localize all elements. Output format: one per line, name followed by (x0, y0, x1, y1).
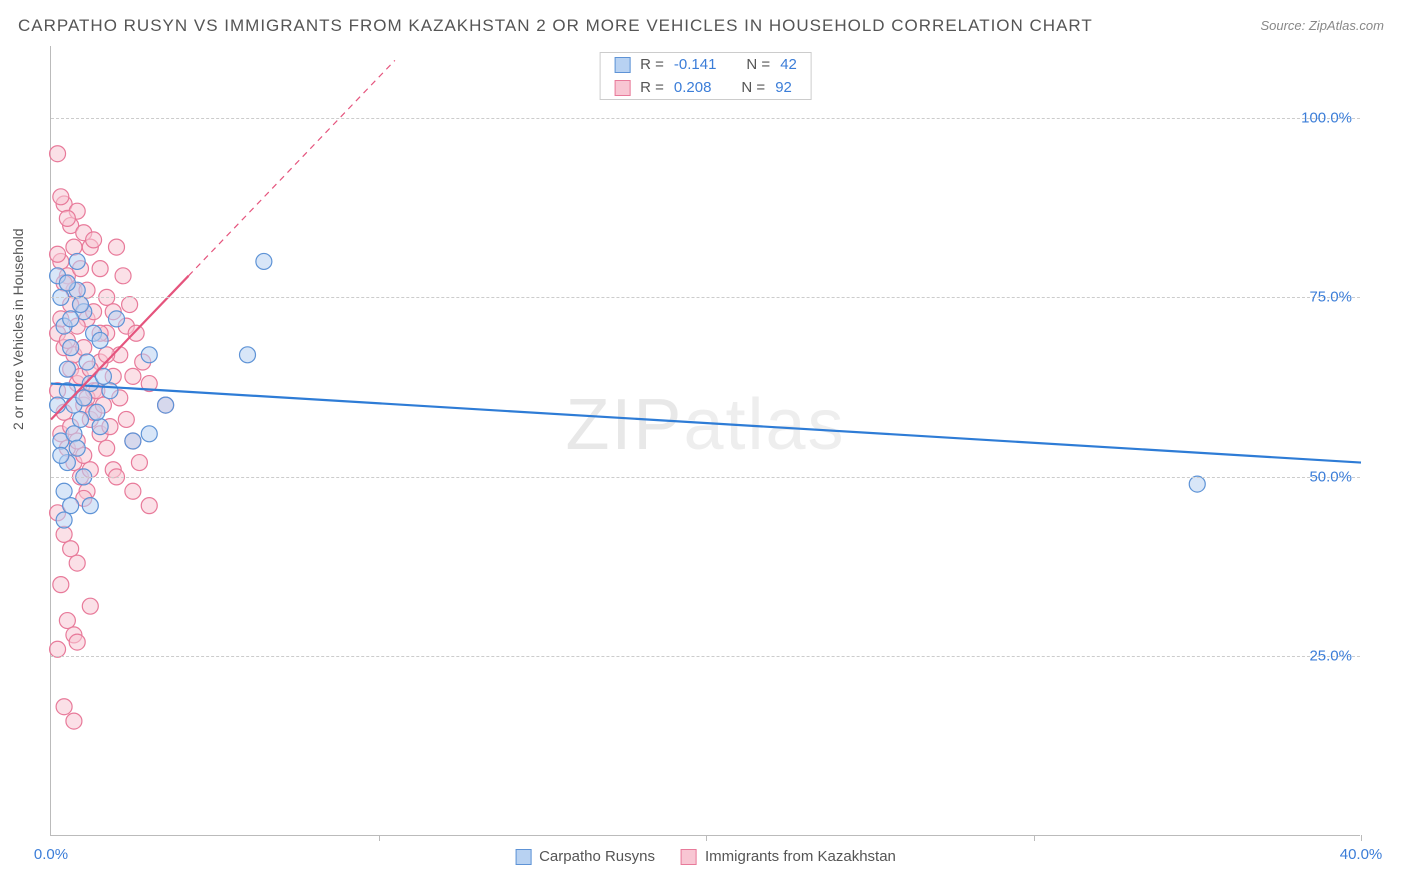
x-tick-label: 40.0% (1340, 846, 1383, 863)
gridline (51, 656, 1360, 657)
legend-item-2: Immigrants from Kazakhstan (681, 848, 896, 865)
swatch-blue-icon (515, 849, 531, 865)
gridline (51, 118, 1360, 119)
gridline (51, 477, 1360, 478)
source-link[interactable]: ZipAtlas.com (1309, 18, 1384, 33)
legend-label-1: Carpatho Rusyns (539, 848, 655, 865)
y-axis-label: 2 or more Vehicles in Household (10, 228, 26, 430)
x-tick-label: 0.0% (34, 846, 68, 863)
source-prefix: Source: (1260, 18, 1308, 33)
chart-title: CARPATHO RUSYN VS IMMIGRANTS FROM KAZAKH… (18, 16, 1093, 36)
source-label: Source: ZipAtlas.com (1260, 18, 1384, 33)
swatch-pink-icon (681, 849, 697, 865)
x-tick-mark (1034, 835, 1035, 841)
legend-label-2: Immigrants from Kazakhstan (705, 848, 896, 865)
legend-item-1: Carpatho Rusyns (515, 848, 655, 865)
x-tick-mark (706, 835, 707, 841)
scatter-plot (51, 46, 1360, 835)
x-tick-mark (1361, 835, 1362, 841)
y-tick-label: 25.0% (1309, 648, 1352, 665)
y-tick-label: 100.0% (1301, 109, 1352, 126)
series-legend: Carpatho Rusyns Immigrants from Kazakhst… (515, 848, 896, 865)
y-tick-label: 50.0% (1309, 468, 1352, 485)
chart-area: ZIPatlas R = -0.141 N = 42 R = 0.208 N =… (50, 46, 1360, 836)
y-tick-label: 75.0% (1309, 289, 1352, 306)
x-tick-mark (379, 835, 380, 841)
gridline (51, 297, 1360, 298)
